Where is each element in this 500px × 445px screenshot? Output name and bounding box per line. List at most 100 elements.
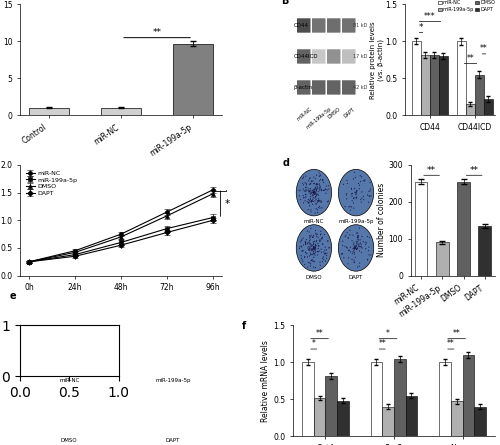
Circle shape [307, 231, 308, 232]
Circle shape [80, 345, 82, 346]
Circle shape [360, 243, 362, 245]
Circle shape [319, 239, 320, 241]
Circle shape [68, 349, 70, 350]
Circle shape [70, 407, 72, 409]
Text: miR-NC: miR-NC [296, 106, 312, 122]
Circle shape [51, 347, 53, 348]
Circle shape [338, 170, 374, 216]
Circle shape [313, 246, 314, 247]
Text: **: ** [447, 339, 454, 348]
Circle shape [304, 257, 305, 258]
Circle shape [78, 347, 80, 348]
Text: *: * [386, 329, 390, 338]
Circle shape [84, 360, 86, 361]
Circle shape [359, 263, 360, 264]
Circle shape [354, 247, 356, 249]
Circle shape [89, 341, 92, 342]
Circle shape [52, 410, 54, 411]
Circle shape [312, 254, 314, 255]
Circle shape [355, 257, 356, 258]
Circle shape [72, 417, 74, 418]
Circle shape [313, 189, 314, 190]
Circle shape [316, 194, 317, 196]
Circle shape [86, 412, 88, 413]
Circle shape [72, 411, 74, 413]
Circle shape [174, 403, 175, 404]
Circle shape [310, 201, 312, 202]
Circle shape [304, 264, 305, 265]
Circle shape [56, 353, 58, 355]
Circle shape [368, 250, 369, 251]
Circle shape [158, 347, 160, 348]
Circle shape [322, 243, 323, 245]
Circle shape [302, 250, 304, 251]
Circle shape [158, 345, 160, 346]
Circle shape [321, 190, 322, 191]
Circle shape [362, 180, 364, 181]
Circle shape [368, 190, 370, 192]
Circle shape [327, 240, 328, 242]
Circle shape [322, 179, 324, 181]
Circle shape [316, 194, 318, 195]
Circle shape [48, 348, 51, 350]
Text: **: ** [427, 166, 436, 174]
Text: miR-NC: miR-NC [304, 219, 324, 224]
Circle shape [57, 352, 59, 353]
Circle shape [308, 246, 310, 247]
Circle shape [351, 189, 352, 190]
Circle shape [322, 258, 323, 259]
Circle shape [65, 351, 68, 352]
Circle shape [310, 228, 312, 229]
Circle shape [313, 192, 314, 194]
Circle shape [194, 353, 195, 354]
Circle shape [79, 414, 81, 416]
Circle shape [73, 350, 75, 351]
Text: 81 kD: 81 kD [352, 23, 367, 28]
Bar [451, 401, 462, 436]
Circle shape [355, 177, 356, 178]
Circle shape [48, 351, 50, 352]
Circle shape [86, 343, 89, 344]
Circle shape [40, 394, 99, 425]
Circle shape [313, 257, 314, 258]
Circle shape [300, 199, 301, 200]
Circle shape [189, 416, 190, 417]
Circle shape [328, 247, 330, 249]
Circle shape [342, 241, 344, 242]
Bar [475, 75, 484, 115]
Circle shape [308, 249, 309, 250]
Bar [394, 359, 406, 436]
Circle shape [190, 410, 192, 411]
Circle shape [180, 342, 181, 343]
Circle shape [324, 234, 325, 235]
Circle shape [315, 249, 316, 251]
Circle shape [324, 253, 325, 255]
Circle shape [60, 411, 62, 412]
Circle shape [358, 235, 359, 236]
Circle shape [367, 259, 368, 260]
Circle shape [67, 409, 70, 410]
Circle shape [86, 347, 89, 348]
Bar [101, 108, 141, 115]
Circle shape [64, 408, 67, 409]
Circle shape [56, 413, 58, 414]
Circle shape [315, 188, 316, 190]
Circle shape [76, 415, 78, 416]
Circle shape [346, 247, 347, 248]
Circle shape [172, 402, 173, 403]
Y-axis label: Relative protein levels
(vs. β-actin): Relative protein levels (vs. β-actin) [370, 21, 384, 99]
Circle shape [178, 402, 180, 403]
Circle shape [356, 248, 357, 250]
Circle shape [320, 233, 322, 235]
Circle shape [356, 190, 358, 191]
Circle shape [47, 411, 49, 412]
Circle shape [304, 200, 306, 202]
Circle shape [315, 244, 316, 245]
Circle shape [356, 190, 357, 191]
Circle shape [303, 184, 304, 186]
Circle shape [192, 356, 194, 357]
Circle shape [184, 415, 186, 416]
Bar [457, 182, 470, 275]
Circle shape [312, 237, 314, 238]
Text: **: ** [378, 339, 386, 348]
